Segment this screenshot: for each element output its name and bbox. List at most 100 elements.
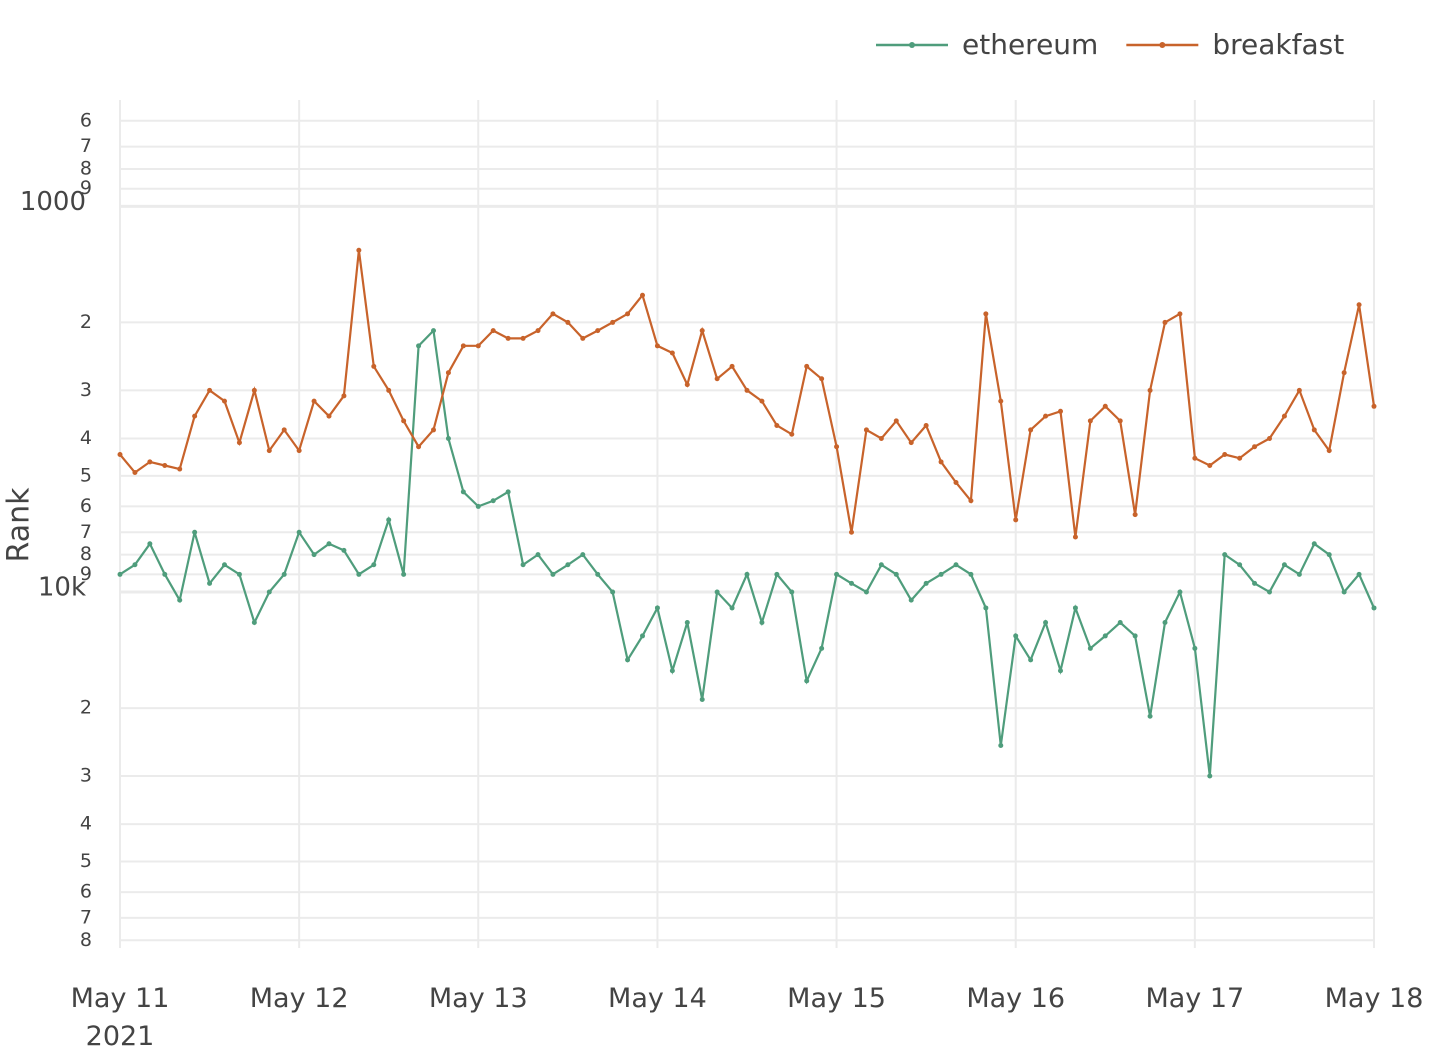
y-tick-label: 10k xyxy=(38,572,86,602)
data-point xyxy=(431,427,436,433)
y-tick-label: 2 xyxy=(80,697,92,719)
data-point xyxy=(684,382,690,388)
data-point xyxy=(699,696,705,702)
data-point xyxy=(1207,463,1213,469)
data-point xyxy=(1326,552,1332,558)
y-tick-label: 8 xyxy=(80,929,92,951)
data-point xyxy=(834,444,840,450)
data-point xyxy=(490,328,496,334)
data-point xyxy=(1087,418,1093,424)
y-tick-label: 4 xyxy=(80,427,92,449)
data-point xyxy=(595,328,601,334)
data-point xyxy=(1341,370,1347,376)
data-point xyxy=(759,620,765,626)
data-point xyxy=(1311,427,1317,433)
x-tick-label: May 12 xyxy=(249,983,349,1014)
data-point xyxy=(192,529,198,535)
data-point xyxy=(266,589,272,595)
data-point xyxy=(1072,534,1078,540)
data-point xyxy=(729,363,735,369)
data-point xyxy=(669,350,675,356)
data-point xyxy=(654,605,660,611)
data-point xyxy=(1237,455,1243,461)
data-point xyxy=(789,431,795,437)
data-point xyxy=(520,335,526,341)
data-point xyxy=(1058,408,1063,414)
data-point xyxy=(1147,713,1153,719)
data-point xyxy=(908,440,914,446)
data-point xyxy=(117,571,123,577)
data-point xyxy=(371,363,377,369)
data-point xyxy=(296,529,302,535)
y-tick-label: 2 xyxy=(80,311,92,333)
data-point xyxy=(1371,403,1377,409)
data-point xyxy=(162,571,168,577)
data-point xyxy=(281,427,287,433)
data-point xyxy=(1087,645,1093,651)
data-point xyxy=(132,562,138,568)
y-tick-label: 8 xyxy=(80,157,92,179)
y-tick-label: 3 xyxy=(80,764,92,786)
data-point xyxy=(251,387,257,393)
data-point xyxy=(744,571,750,577)
data-point xyxy=(804,678,810,684)
data-point xyxy=(849,529,854,535)
data-point xyxy=(341,547,347,553)
data-point xyxy=(162,463,168,469)
data-point xyxy=(953,479,959,485)
data-point xyxy=(431,328,436,334)
x-tick-label: May 17 xyxy=(1145,983,1245,1014)
data-point xyxy=(505,489,511,495)
data-point xyxy=(550,571,556,577)
data-point xyxy=(610,589,616,595)
data-point xyxy=(207,387,213,393)
data-point xyxy=(147,459,153,465)
data-point xyxy=(1177,589,1183,595)
legend-label: breakfast xyxy=(1212,28,1344,61)
data-point xyxy=(819,645,825,651)
x-tick-label: May 14 xyxy=(608,983,707,1014)
data-point xyxy=(460,489,466,495)
y-tick-label: 3 xyxy=(80,379,92,401)
data-point xyxy=(222,562,227,568)
data-point xyxy=(923,422,929,428)
data-point xyxy=(580,335,586,341)
data-point xyxy=(1341,589,1347,595)
data-point xyxy=(386,517,392,523)
data-point xyxy=(1356,571,1362,577)
data-point xyxy=(669,668,675,674)
data-point xyxy=(1237,562,1243,568)
legend-swatch-dot xyxy=(1159,42,1166,48)
y-tick-label: 7 xyxy=(80,521,92,543)
data-point xyxy=(1162,620,1168,626)
data-point xyxy=(1028,427,1034,433)
x-tick-label: May 15 xyxy=(787,983,886,1014)
data-point xyxy=(416,444,422,450)
data-point xyxy=(326,541,332,547)
y-tick-label: 1000 xyxy=(20,187,86,217)
data-point xyxy=(1326,448,1332,454)
data-point xyxy=(520,562,526,568)
data-point xyxy=(311,398,317,404)
y-tick-label: 6 xyxy=(80,495,92,517)
data-point xyxy=(266,448,272,454)
data-point xyxy=(640,292,645,298)
data-point xyxy=(968,498,974,504)
data-point xyxy=(490,498,496,504)
data-point xyxy=(326,413,332,419)
y-tick-label: 9 xyxy=(80,177,92,199)
data-point xyxy=(236,440,242,446)
data-point xyxy=(998,398,1004,404)
data-point xyxy=(863,427,869,433)
data-point xyxy=(774,422,780,428)
data-point xyxy=(938,459,944,465)
data-point xyxy=(132,470,138,476)
data-point xyxy=(117,451,123,457)
data-point xyxy=(1296,387,1302,393)
data-point xyxy=(953,562,959,568)
data-point xyxy=(744,387,750,393)
data-point xyxy=(610,319,616,325)
data-point xyxy=(565,562,571,568)
